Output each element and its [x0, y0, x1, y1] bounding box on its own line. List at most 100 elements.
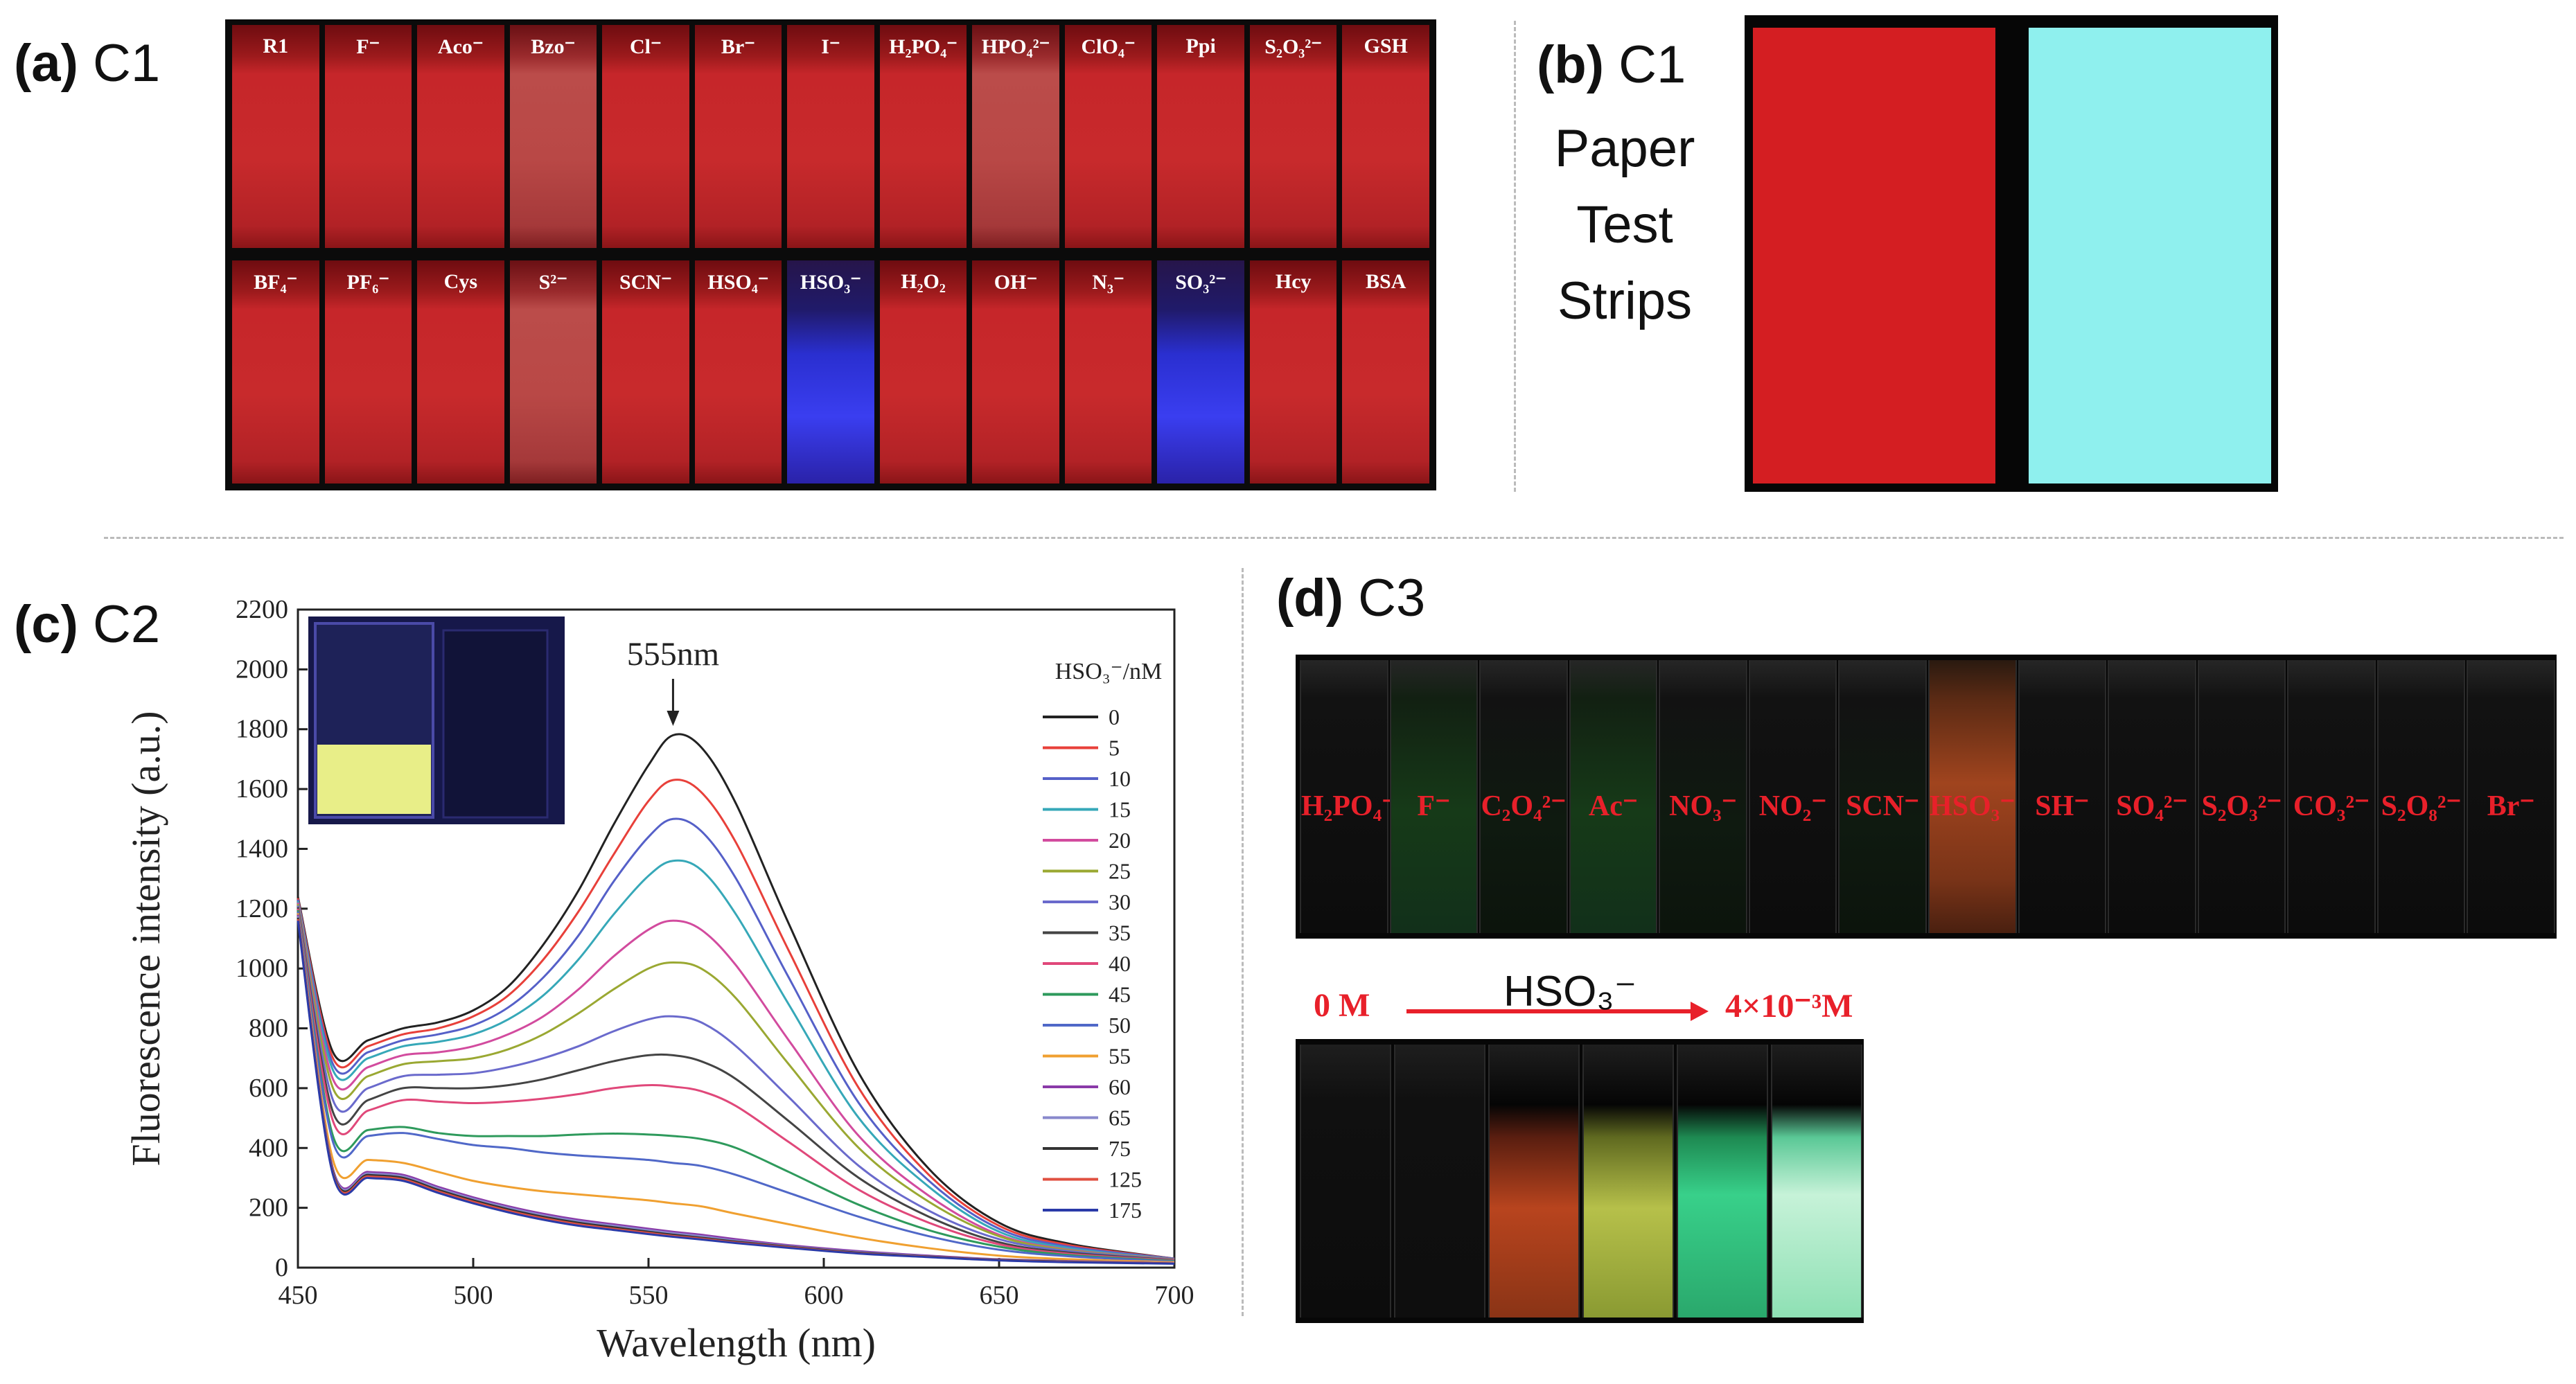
vial-2-10: N₃⁻ [1064, 260, 1152, 483]
anion-tube: Br⁻ [2467, 660, 2555, 933]
vial-2-7: HSO₃⁻ [787, 260, 874, 483]
y-tick-label: 600 [249, 1074, 288, 1103]
series-line-30 [297, 905, 1175, 1261]
inset-yellow-solution [317, 745, 431, 814]
panel-b-letter: (b) [1537, 35, 1605, 94]
legend-label: 55 [1109, 1044, 1131, 1069]
titration-tube [1677, 1045, 1768, 1318]
vial-1-7: I⁻ [787, 25, 874, 248]
series-line-10 [297, 817, 1175, 1260]
series-line-20 [297, 902, 1175, 1261]
titration-tube [1300, 1045, 1391, 1318]
legend-label: 10 [1109, 766, 1131, 791]
titration-tube [1771, 1045, 1862, 1318]
y-tick-label: 0 [275, 1253, 288, 1282]
vial-label: HSO₃⁻ [800, 271, 862, 294]
series-line-35 [297, 907, 1175, 1261]
legend-label: 175 [1109, 1198, 1142, 1223]
legend-label: 15 [1109, 797, 1131, 822]
legend-label: 25 [1109, 859, 1131, 884]
panel-a-sample: C1 [93, 34, 161, 93]
y-tick-label: 2000 [236, 655, 288, 684]
vial-1-12: S₂O₃²⁻ [1249, 25, 1337, 248]
titration-analyte-label: HSO₃⁻ [1503, 968, 1637, 1015]
panel-d-titration-photo [1296, 1039, 1864, 1323]
series-line-75 [297, 917, 1175, 1265]
anion-tube-label: Br⁻ [2487, 790, 2535, 822]
vial-label: S²⁻ [538, 271, 568, 294]
paper-strip-treated [2029, 28, 2271, 483]
series-line-45 [297, 910, 1175, 1262]
vial-2-2: PF₆⁻ [324, 260, 412, 483]
vial-label: H₂O₂ [901, 270, 946, 293]
legend-label: 0 [1109, 704, 1120, 729]
vial-label: Br⁻ [721, 35, 756, 58]
vial-1-10: ClO₄⁻ [1064, 25, 1152, 248]
y-tick-label: 200 [249, 1194, 288, 1223]
anion-tube: NO₃⁻ [1659, 660, 1747, 933]
legend-label: 125 [1109, 1167, 1142, 1192]
paper-strip-control [1753, 28, 1995, 483]
panel-a-letter: (a) [14, 34, 78, 93]
vial-label: F⁻ [356, 35, 380, 58]
anion-tube: HSO₃⁻ [1928, 660, 2017, 933]
legend-label: 45 [1109, 982, 1131, 1007]
series-line-15 [297, 859, 1175, 1261]
anion-tube: F⁻ [1389, 660, 1479, 933]
legend-label: 30 [1109, 889, 1131, 914]
vial-1-8: H₂PO₄⁻ [879, 25, 967, 248]
panel-b-caption-line: Strips [1557, 272, 1693, 330]
titration-end-label: 4×10⁻³M [1725, 988, 1853, 1024]
panel-d-anion-photo: H₂PO₄⁻ F⁻ C₂O₄²⁻ Ac⁻ NO₃⁻ NO₂⁻ SCN⁻ HSO₃⁻ SH⁻ SO₄… [1296, 655, 2557, 939]
panel-b-strip-photo [1745, 15, 2278, 492]
vial-label: OH⁻ [994, 271, 1038, 294]
vial-label: BSA [1366, 270, 1406, 293]
titration-tube [1394, 1045, 1485, 1318]
vial-label: Cys [443, 270, 477, 293]
vial-1-11: Ppi [1157, 25, 1244, 248]
anion-tube: SCN⁻ [1838, 660, 1927, 933]
panel-a-label: (a) C1 [14, 33, 160, 94]
anion-tube: SH⁻ [2018, 660, 2107, 933]
legend-label: 40 [1109, 951, 1131, 976]
vial-label: I⁻ [821, 35, 840, 58]
vial-label: Bzo⁻ [531, 35, 576, 58]
x-tick-label: 500 [454, 1281, 493, 1310]
panel-d-titration-header: 0 M HSO₃⁻ 4×10⁻³M [1296, 968, 1864, 1032]
series-line-125 [297, 919, 1175, 1265]
legend-label: 65 [1109, 1106, 1131, 1130]
series-line-40 [297, 908, 1175, 1262]
panel-d-sample: C3 [1358, 569, 1426, 628]
peak-annotation: 555nm [627, 636, 719, 673]
legend-label: 20 [1109, 828, 1131, 853]
vial-label: Ppi [1185, 35, 1216, 57]
titration-arrow-icon [1406, 1002, 1709, 1021]
panel-d-label: (d) C3 [1276, 568, 1425, 628]
vial-label: SCN⁻ [619, 271, 672, 294]
vial-2-13: BSA [1342, 260, 1429, 483]
panel-c-letter: (c) [14, 595, 78, 654]
vial-1-13: GSH [1342, 25, 1429, 248]
fluorescence-spectrum-chart: 0200400600800100012001400160018002000220… [123, 595, 1194, 1365]
vial-1-3: Aco⁻ [417, 25, 504, 248]
vial-label: Aco⁻ [437, 35, 484, 58]
anion-tube-label: S₂O₃²⁻ [2201, 790, 2282, 822]
vial-label: Hcy [1275, 270, 1312, 293]
x-tick-label: 700 [1155, 1281, 1194, 1310]
anion-tube-label: NO₃⁻ [1669, 790, 1737, 822]
vial-label: BF₄⁻ [254, 271, 298, 294]
anion-tube-label: CO₃²⁻ [2293, 790, 2370, 822]
vial-2-11: SO₃²⁻ [1157, 260, 1244, 483]
vial-label: Cl⁻ [629, 35, 662, 58]
vial-label: S₂O₃²⁻ [1264, 35, 1323, 58]
series-line-5 [297, 779, 1175, 1260]
peak-arrow-head [667, 711, 680, 726]
anion-tube: SO₄²⁻ [2108, 660, 2196, 933]
vial-2-3: Cys [417, 260, 504, 483]
panel-a-vial-photo: R1 F⁻ Aco⁻ Bzo⁻ Cl⁻ Br⁻ I⁻ H₂PO₄⁻ HPO₄²⁻ ClO₄⁻ Ppi… [225, 19, 1436, 490]
vial-label: HPO₄²⁻ [981, 35, 1050, 58]
panel-d-letter: (d) [1276, 569, 1344, 628]
anion-tube: H₂PO₄⁻ [1300, 660, 1397, 933]
series-line-25 [297, 904, 1175, 1261]
anion-tube: Ac⁻ [1569, 660, 1658, 933]
